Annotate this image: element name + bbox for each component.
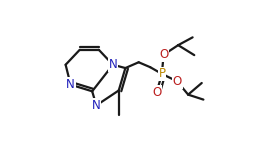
Text: N: N xyxy=(92,99,101,112)
Text: P: P xyxy=(158,67,165,80)
Text: N: N xyxy=(66,78,75,91)
Text: O: O xyxy=(173,75,182,88)
Text: N: N xyxy=(109,58,117,71)
Text: O: O xyxy=(152,86,161,99)
Text: O: O xyxy=(159,48,168,61)
